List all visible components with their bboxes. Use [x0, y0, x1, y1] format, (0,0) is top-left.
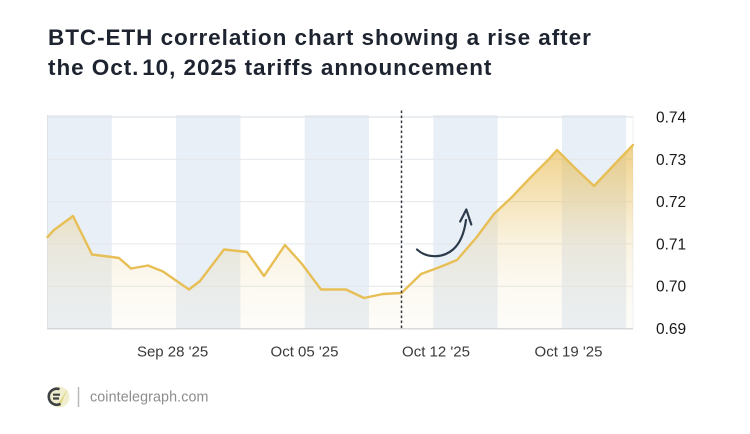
svg-text:0.70: 0.70 [656, 279, 687, 296]
svg-text:Oct 05 '25: Oct 05 '25 [271, 344, 339, 361]
svg-text:0.72: 0.72 [656, 194, 686, 211]
svg-text:0.69: 0.69 [656, 321, 686, 338]
svg-text:Oct 19 '25: Oct 19 '25 [535, 344, 603, 361]
svg-text:Oct 12 '25: Oct 12 '25 [402, 344, 470, 361]
svg-text:0.74: 0.74 [656, 110, 687, 127]
svg-text:0.71: 0.71 [656, 236, 686, 253]
svg-text:0.73: 0.73 [656, 152, 686, 169]
svg-text:cointelegraph.com: cointelegraph.com [90, 390, 209, 406]
svg-text:Sep 28 '25: Sep 28 '25 [137, 344, 208, 361]
